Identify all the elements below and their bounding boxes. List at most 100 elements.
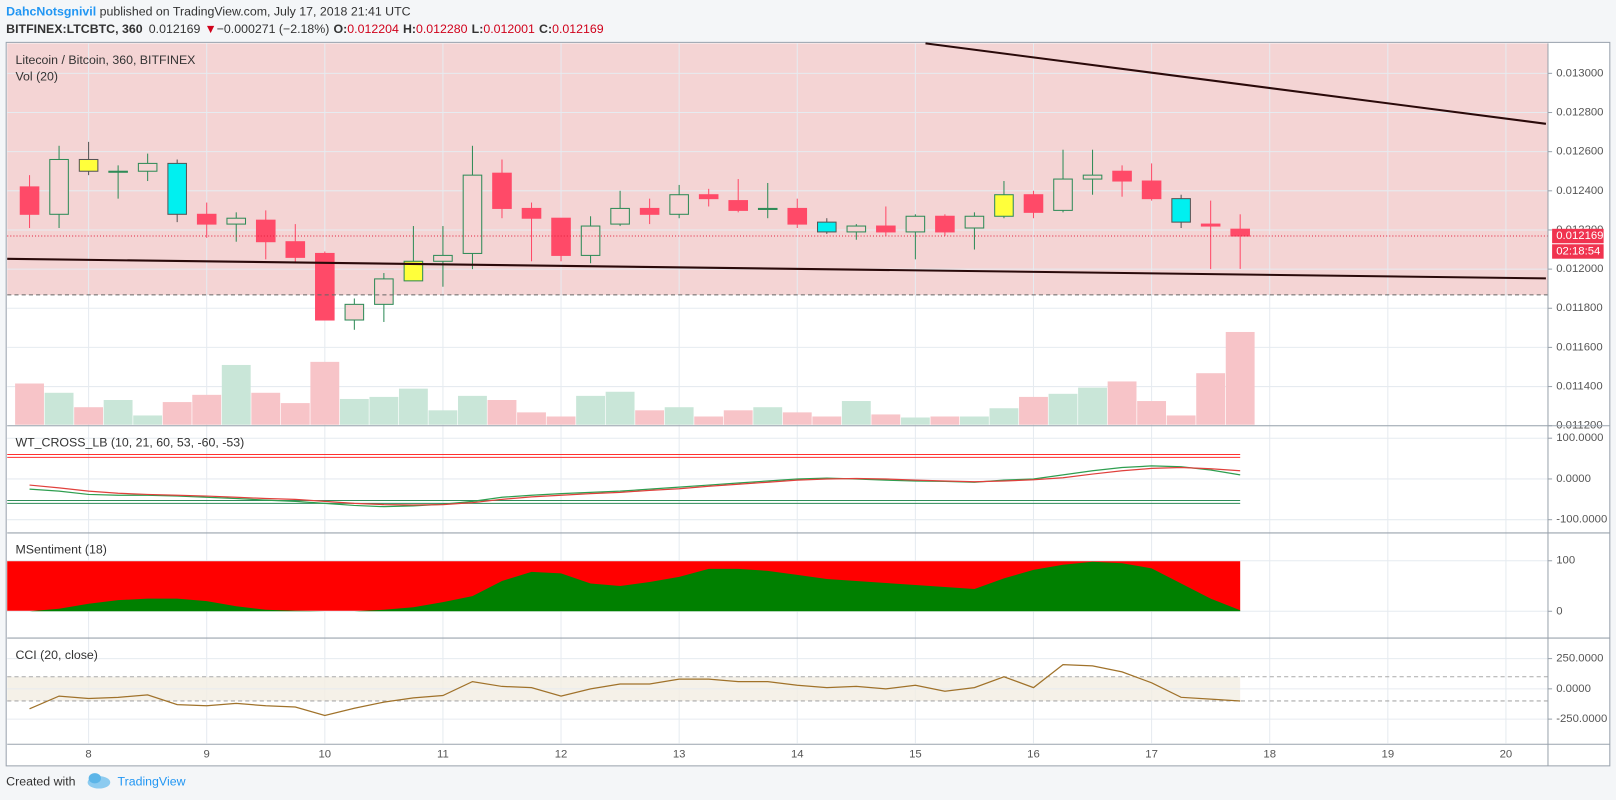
candle-body — [757, 207, 778, 210]
volume-bar — [576, 395, 605, 425]
candle-body — [19, 186, 40, 215]
volume-bar — [428, 410, 458, 425]
pane-title: WT_CROSS_LB (10, 21, 60, 53, -60, -53) — [15, 436, 244, 450]
candle-body — [1141, 180, 1162, 200]
volume-bar — [960, 416, 989, 425]
volume-bar — [1078, 387, 1107, 425]
candle-body — [403, 260, 424, 282]
y-tick-label: 0.012000 — [1556, 263, 1603, 275]
volume-bar — [871, 414, 901, 425]
volume-bar — [339, 398, 369, 425]
pane-title: Vol (20) — [15, 70, 58, 84]
y-tick-label: 0.013000 — [1556, 67, 1603, 79]
candle-body — [639, 207, 660, 215]
countdown-label: 02:18:54 — [1556, 245, 1600, 257]
candle-body — [78, 158, 99, 172]
y-tick-label: 0.0000 — [1556, 473, 1591, 485]
volume-bar — [1107, 381, 1137, 425]
ohlc-label: C: — [539, 22, 552, 36]
x-tick-label: 10 — [319, 749, 332, 761]
volume-bar — [103, 400, 133, 425]
volume-bar — [635, 410, 665, 425]
volume-bar — [192, 394, 222, 425]
symbol: BITFINEX:LTCBTC, 360 — [6, 22, 143, 36]
volume-bar — [605, 391, 635, 425]
author[interactable]: DahcNotsgnivil — [6, 5, 96, 19]
candle-body — [344, 303, 365, 321]
candle-body — [1230, 228, 1250, 237]
candle-body — [905, 215, 926, 233]
candle-body — [226, 217, 247, 225]
volume-bar — [251, 392, 281, 425]
arrow: ▼ — [204, 22, 216, 36]
pane-title: Litecoin / Bitcoin, 360, BITFINEX — [15, 53, 195, 67]
volume-bar — [44, 392, 74, 425]
volume-bar — [782, 412, 812, 425]
candle-body — [610, 207, 630, 225]
trend-line — [7, 257, 1546, 280]
volume-bar — [458, 395, 487, 425]
y-tick-label: 0.012800 — [1556, 107, 1603, 119]
y-tick-label: -100.0000 — [1556, 514, 1607, 526]
candle-body — [994, 194, 1014, 217]
x-tick-label: 9 — [204, 749, 210, 761]
pane-title: CCI (20, close) — [15, 648, 97, 662]
candle-body — [315, 252, 335, 321]
volume-bar — [1019, 396, 1048, 425]
candle-body — [1053, 178, 1073, 211]
y-tick-label: 0.011400 — [1556, 381, 1602, 393]
volume-bar — [15, 383, 44, 425]
volume-bar — [162, 402, 192, 425]
trend-line — [925, 42, 1547, 125]
candle-body — [846, 225, 867, 233]
volume-bar — [841, 401, 871, 425]
logo — [87, 773, 111, 789]
ohlc-label: O: — [334, 22, 348, 36]
y-tick-label: 0.0000 — [1556, 683, 1591, 695]
candle-body — [492, 172, 512, 209]
area — [8, 561, 1241, 612]
x-tick-label: 14 — [791, 749, 804, 761]
volume-bar — [280, 403, 310, 425]
volume-bar — [1048, 393, 1078, 425]
symbol-line: BITFINEX:LTCBTC, 360 0.012169 ▼−0.000271 (… — [6, 22, 604, 36]
volume-bar — [1166, 415, 1196, 425]
publish-line: DahcNotsgnivil published on TradingView.… — [6, 5, 410, 19]
candle-body — [433, 254, 453, 262]
volume-bar — [753, 407, 783, 425]
plot-layer: 8 9 10 11 12 13 14 15 16 17 18 19 200.0112000.011400… — [7, 43, 1607, 761]
volume-bar — [1137, 401, 1167, 425]
volume-bar — [133, 415, 163, 425]
footer-brand[interactable]: TradingView — [117, 775, 185, 789]
candle-body — [137, 162, 158, 172]
change: −0.000271 (−2.18%) — [217, 22, 330, 36]
volume-bar — [369, 396, 399, 425]
volume-bar — [221, 364, 251, 425]
ohlc-label: H: — [403, 22, 416, 36]
candle-body — [698, 194, 719, 200]
indicator-line — [29, 465, 1241, 508]
volume-bar — [546, 416, 576, 425]
y-tick-label: 0.012600 — [1556, 146, 1603, 158]
candle-body — [669, 194, 689, 215]
indicator-line — [29, 466, 1241, 506]
candle-body — [255, 219, 276, 243]
candle-body — [1112, 170, 1132, 182]
ohlc-value: 0.012169 — [552, 22, 604, 36]
candle-body — [108, 170, 128, 173]
candle-body — [787, 207, 808, 225]
volume-bar — [989, 408, 1019, 425]
ohlc-label: L: — [472, 22, 484, 36]
price-tag-label: 0.012169 — [1556, 230, 1603, 242]
published: published on TradingView.com, July 17, 2… — [96, 5, 411, 19]
x-tick-label: 8 — [85, 749, 91, 761]
y-tick-label: 0.011600 — [1556, 341, 1602, 353]
candle-body — [580, 225, 601, 256]
price-tag — [1552, 228, 1604, 244]
volume-bar — [664, 407, 694, 425]
volume-bar — [74, 407, 104, 425]
x-tick-label: 20 — [1500, 749, 1513, 761]
candle-body — [49, 158, 69, 215]
footer-text: Created with — [6, 775, 76, 789]
volume-bar — [694, 416, 724, 425]
